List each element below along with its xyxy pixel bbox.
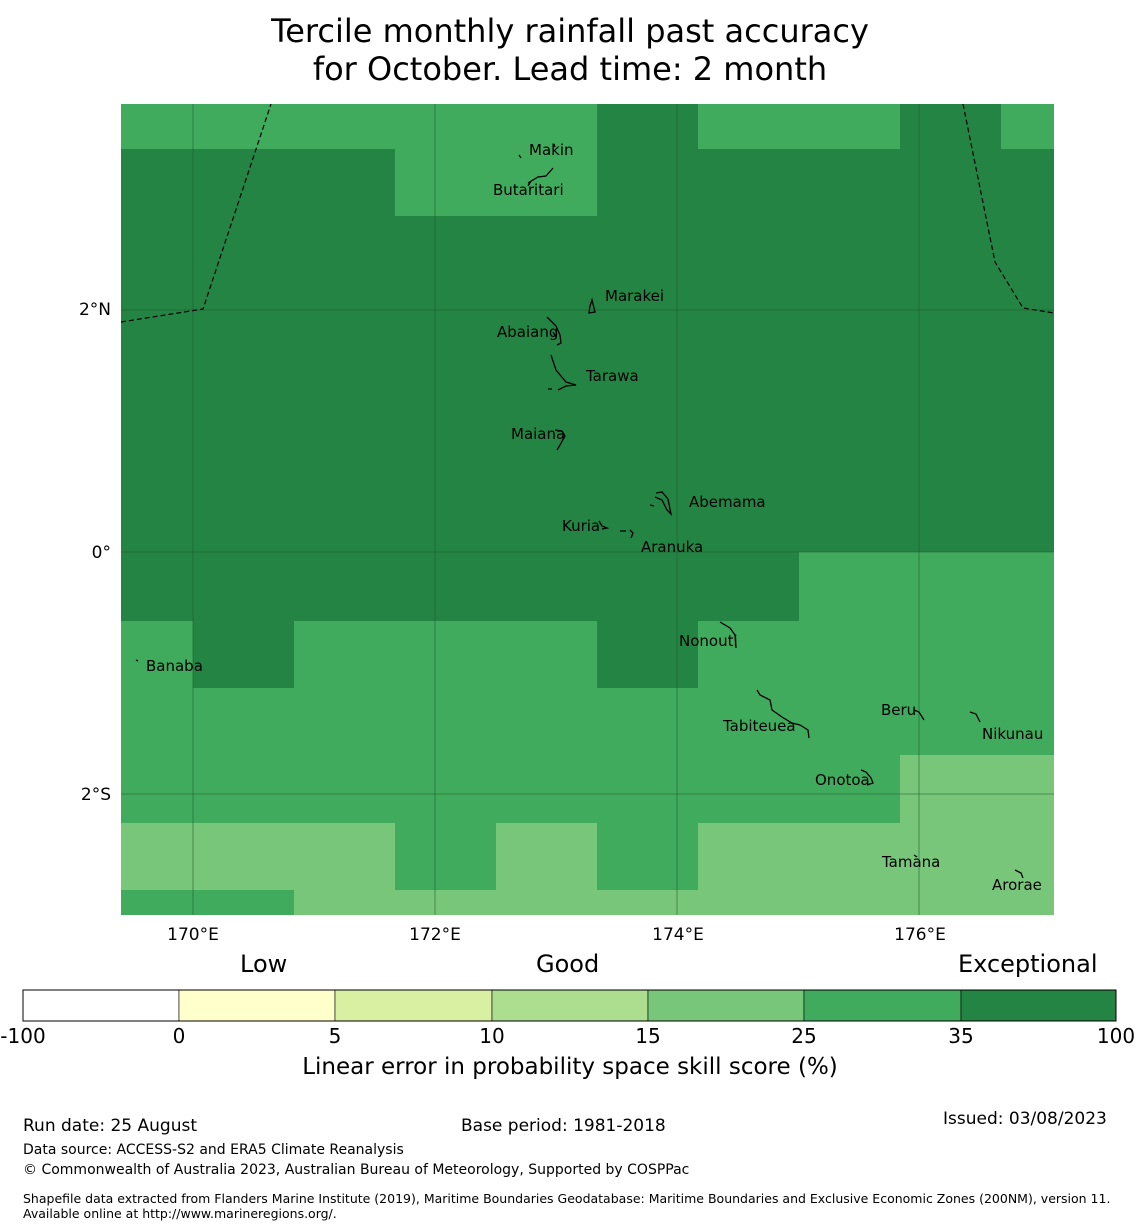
island-label-marakei: Marakei bbox=[605, 287, 664, 305]
skill-cell bbox=[121, 755, 900, 823]
category-exceptional-label: Exceptional bbox=[958, 950, 1098, 978]
colorbar-title: Linear error in probability space skill … bbox=[302, 1054, 838, 1080]
colorbar-tick: 35 bbox=[948, 1024, 974, 1048]
colorbar-segment bbox=[803, 989, 962, 1022]
colorbar-segment bbox=[647, 989, 805, 1022]
island-label-tabiteuea: Tabiteuea bbox=[722, 717, 796, 735]
tamana-outline bbox=[913, 854, 918, 858]
issued-date: Issued: 03/08/2023 bbox=[943, 1109, 1107, 1129]
island-label-arorae: Arorae bbox=[992, 876, 1042, 894]
chart-title-line-2: for October. Lead time: 2 month bbox=[312, 50, 828, 88]
island-label-tarawa: Tarawa bbox=[585, 367, 639, 385]
run-date: Run date: 25 August bbox=[23, 1116, 197, 1136]
skill-cell bbox=[121, 688, 1054, 755]
latitude-label: 2°S bbox=[81, 785, 111, 805]
latitude-label: 2°N bbox=[79, 300, 111, 320]
colorbar-tick: 5 bbox=[328, 1024, 342, 1048]
colorbar-segment bbox=[22, 989, 180, 1022]
copyright-notice: © Commonwealth of Australia 2023, Austra… bbox=[23, 1162, 690, 1178]
colorbar-tick: 0 bbox=[172, 1024, 186, 1048]
skill-cell bbox=[121, 104, 597, 149]
colorbar-tick: 25 bbox=[791, 1024, 817, 1048]
island-outlines bbox=[135, 143, 1024, 879]
island-label-banaba: Banaba bbox=[146, 657, 203, 675]
nikunau-outline bbox=[969, 711, 981, 723]
colorbar-tick: 100 bbox=[1096, 1024, 1136, 1048]
graticule bbox=[121, 104, 1054, 915]
skill-cell bbox=[799, 552, 1054, 621]
island-label-aranuka: Aranuka bbox=[641, 538, 703, 556]
banaba-outline bbox=[135, 659, 139, 662]
island-label-butaritari: Butaritari bbox=[493, 181, 564, 199]
island-label-maiana: Maiana bbox=[511, 425, 565, 443]
skill-cell bbox=[294, 621, 597, 688]
skill-cell bbox=[597, 823, 698, 890]
skill-cell bbox=[395, 823, 496, 890]
category-low-label: Low bbox=[240, 950, 288, 978]
eez-boundary-west bbox=[120, 103, 272, 323]
data-source: Data source: ACCESS-S2 and ERA5 Climate … bbox=[23, 1142, 404, 1158]
skill-cell bbox=[698, 621, 1054, 688]
base-period: Base period: 1981-2018 bbox=[461, 1116, 666, 1136]
skill-cell bbox=[294, 890, 1054, 915]
butaritari-outline bbox=[527, 167, 554, 187]
island-label-abaiang: Abaiang bbox=[497, 323, 558, 341]
skill-cell bbox=[121, 823, 395, 890]
shapefile-credit: Shapefile data extracted from Flanders M… bbox=[23, 1191, 1111, 1221]
colorbar-segment bbox=[334, 989, 493, 1022]
island-label-kuria: Kuria bbox=[562, 517, 600, 535]
arorae-outline bbox=[1014, 869, 1024, 879]
island-label-nonouti: Nonouti bbox=[679, 632, 738, 650]
eez-boundary-east bbox=[962, 103, 1055, 314]
skill-cell bbox=[900, 755, 1054, 823]
colorbar-segment bbox=[491, 989, 649, 1022]
category-good-label: Good bbox=[536, 950, 600, 978]
colorbar-segment bbox=[178, 989, 336, 1022]
longitude-label: 174°E bbox=[652, 925, 704, 945]
longitude-label: 176°E bbox=[894, 925, 946, 945]
island-label-abemama: Abemama bbox=[689, 493, 766, 511]
island-label-tamana: Tamana bbox=[881, 853, 940, 871]
kuria-outline bbox=[598, 520, 610, 530]
beru-outline bbox=[913, 709, 925, 721]
colorbar-tick: 10 bbox=[479, 1024, 505, 1048]
island-label-nikunau: Nikunau bbox=[982, 725, 1043, 743]
chart-title-line-1: Tercile monthly rainfall past accuracy bbox=[271, 12, 869, 50]
tarawa-outline bbox=[548, 354, 577, 391]
colorbar-tick: 15 bbox=[635, 1024, 661, 1048]
eez-boundaries bbox=[120, 103, 1055, 323]
colorbar-frame bbox=[22, 989, 1117, 1022]
aranuka-outline bbox=[620, 529, 634, 539]
skill-cell bbox=[121, 621, 193, 688]
island-label-beru: Beru bbox=[881, 701, 916, 719]
nonouti-outline bbox=[719, 621, 737, 649]
maiana-outline bbox=[554, 429, 566, 451]
skill-cell bbox=[395, 149, 597, 216]
latitude-label: 0° bbox=[92, 543, 111, 563]
colorbar-tick: -100 bbox=[0, 1024, 46, 1048]
longitude-label: 170°E bbox=[167, 925, 219, 945]
island-labels: Makin Butaritari Marakei Abaiang Tarawa Maian… bbox=[146, 141, 1043, 894]
skill-cell bbox=[121, 890, 294, 915]
onotoa-outline bbox=[860, 769, 874, 786]
colorbar bbox=[22, 989, 1117, 1022]
map-axis-labels: 2°N 0° 2°S 170°E 172°E 174°E 176°E bbox=[79, 300, 946, 945]
tabiteuea-outline bbox=[756, 689, 810, 739]
marakei-outline bbox=[588, 297, 596, 314]
skill-cell bbox=[698, 104, 900, 149]
island-label-onotoa: Onotoa bbox=[815, 771, 870, 789]
skill-cell bbox=[1001, 104, 1054, 149]
skill-grid bbox=[121, 104, 1054, 915]
abaiang-outline bbox=[546, 316, 562, 346]
makin-outline bbox=[518, 143, 556, 159]
abemama-outline bbox=[649, 491, 673, 516]
colorbar-segment bbox=[960, 989, 1117, 1022]
island-label-makin: Makin bbox=[529, 141, 574, 159]
skill-cell bbox=[496, 823, 597, 890]
longitude-label: 172°E bbox=[409, 925, 461, 945]
skill-cell bbox=[698, 823, 1054, 890]
